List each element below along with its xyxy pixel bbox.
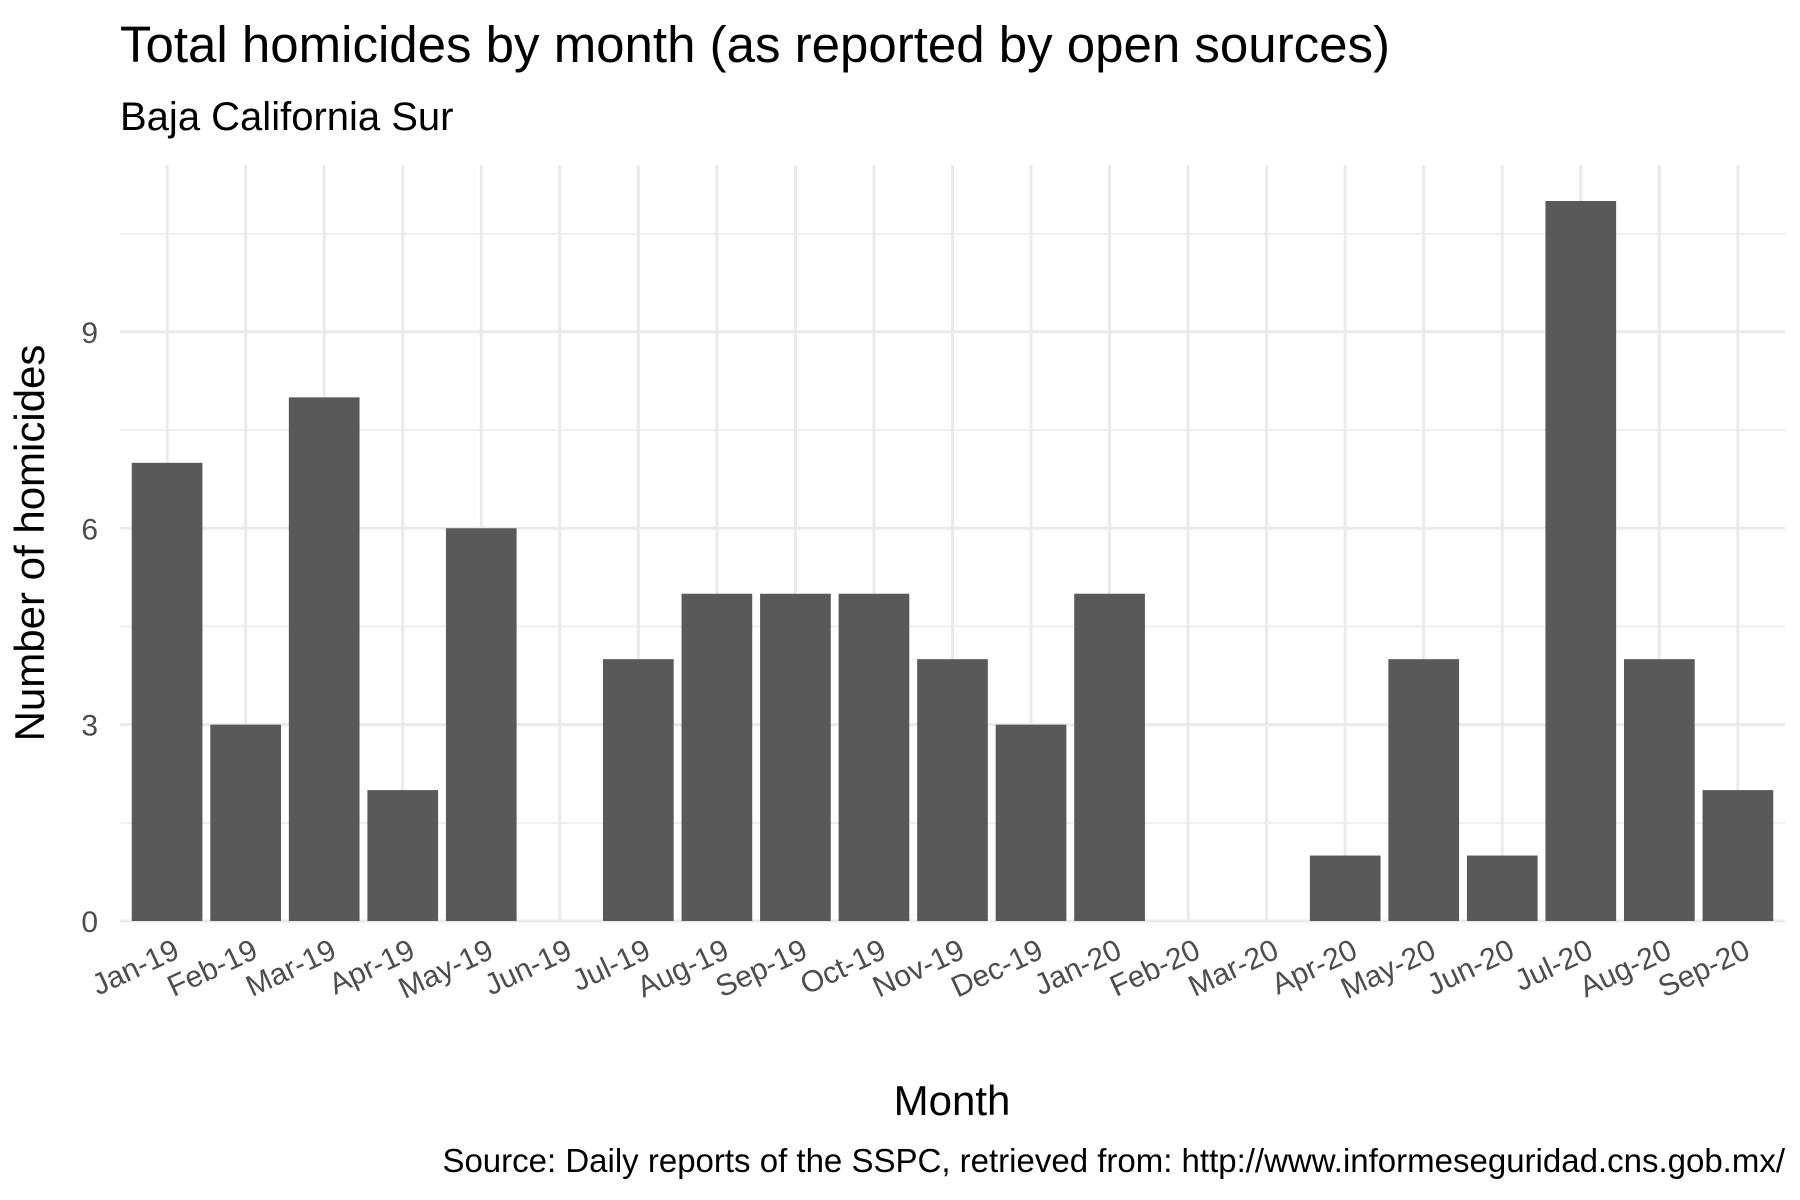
bar-aug-19 — [681, 593, 753, 921]
bar-jul-20 — [1545, 201, 1617, 921]
y-tick-labels: 0 3 6 9 — [81, 317, 98, 939]
y-tick-label: 3 — [81, 710, 98, 743]
x-axis-title: Month — [894, 1077, 1011, 1124]
x-tick-label: Nov-19 — [868, 933, 970, 1004]
x-tick-label: Mar-20 — [1184, 933, 1284, 1003]
x-tick-label: Aug-19 — [632, 933, 734, 1004]
bar-dec-19 — [995, 724, 1067, 921]
bar-jul-19 — [603, 659, 674, 921]
bars — [131, 201, 1774, 921]
y-axis-title: Number of homicides — [6, 345, 53, 742]
y-tick-label: 0 — [81, 906, 98, 939]
x-tick-label: Dec-19 — [946, 933, 1048, 1004]
y-tick-label: 6 — [81, 513, 98, 546]
bar-sep-20 — [1702, 790, 1774, 921]
x-tick-label: Jun-19 — [480, 933, 577, 1002]
x-tick-label: Jan-20 — [1029, 933, 1126, 1002]
bar-may-19 — [445, 528, 517, 921]
x-tick-label: Feb-19 — [163, 933, 263, 1003]
bar-jan-19 — [131, 462, 203, 921]
bar-jun-20 — [1466, 855, 1538, 921]
bar-mar-19 — [288, 397, 360, 921]
source-caption: Source: Daily reports of the SSPC, retri… — [442, 1142, 1785, 1179]
x-tick-label: Jun-20 — [1422, 933, 1519, 1002]
x-tick-label: Jan-19 — [87, 933, 184, 1002]
x-tick-label: Feb-20 — [1105, 933, 1205, 1003]
x-tick-label: Aug-20 — [1575, 933, 1677, 1004]
chart-subtitle: Baja California Sur — [120, 95, 454, 139]
bar-apr-20 — [1309, 855, 1381, 921]
bar-feb-19 — [210, 724, 282, 921]
x-tick-label: Mar-19 — [241, 933, 341, 1003]
bar-nov-19 — [917, 659, 988, 921]
chart-title: Total homicides by month (as reported by… — [120, 16, 1390, 73]
x-tick-label: Sep-19 — [711, 933, 813, 1004]
bar-apr-19 — [367, 790, 439, 921]
x-tick-labels: Jan-19Feb-19Mar-19Apr-19May-19Jun-19Jul-… — [87, 933, 1755, 1005]
bar-oct-19 — [838, 593, 910, 921]
y-tick-label: 9 — [81, 317, 98, 350]
bar-jan-20 — [1074, 593, 1145, 921]
bar-aug-20 — [1623, 659, 1695, 921]
x-tick-label: Sep-20 — [1653, 933, 1755, 1004]
bar-may-20 — [1388, 659, 1460, 921]
bar-sep-19 — [760, 593, 831, 921]
